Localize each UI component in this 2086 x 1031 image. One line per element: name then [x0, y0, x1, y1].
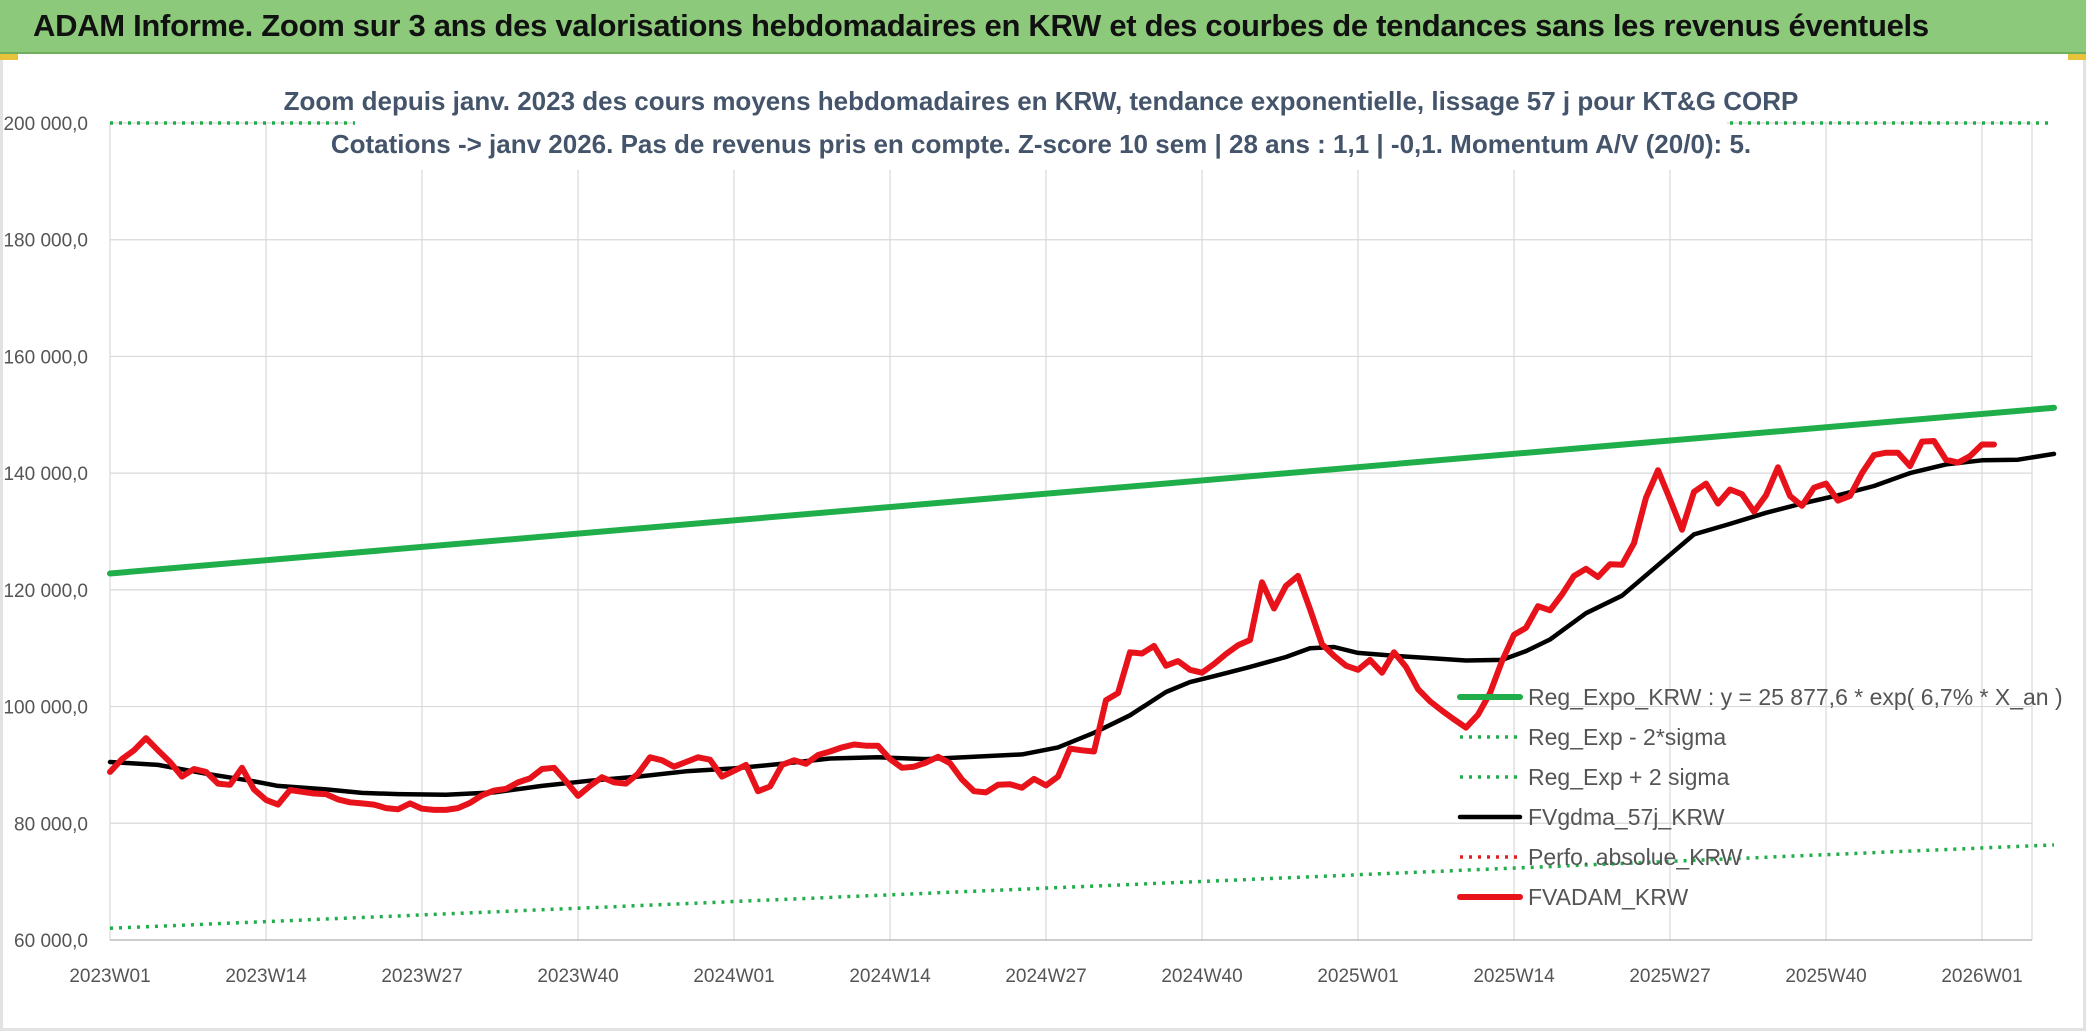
y-tick-label: 140 000,0: [3, 464, 88, 485]
x-tick-label: 2023W27: [381, 966, 462, 987]
x-tick-label: 2025W14: [1473, 966, 1555, 987]
x-tick-label: 2025W27: [1629, 966, 1710, 987]
x-tick-label: 2024W40: [1161, 966, 1242, 987]
chart-axis-ticks: 60 000,0 80 000,0 100 000,0 120 000,0 140 00…: [3, 114, 2022, 987]
report-title: ADAM Informe. Zoom sur 3 ans des valoris…: [33, 8, 1929, 43]
y-tick-label: 160 000,0: [3, 347, 88, 368]
x-tick-label: 2026W01: [1941, 966, 2022, 987]
chart-subtitle-line-1: Zoom depuis janv. 2023 des cours moyens …: [284, 86, 1799, 116]
chart-legend: Reg_Expo_KRW : y = 25 877,6 * exp( 6,7% …: [1457, 684, 2063, 910]
report-header: ADAM Informe. Zoom sur 3 ans des valoris…: [0, 0, 2086, 54]
x-tick-label: 2023W14: [225, 966, 307, 987]
legend-entry-label: Reg_Exp + 2 sigma: [1528, 764, 1730, 790]
x-tick-label: 2025W01: [1317, 966, 1398, 987]
x-tick-label: 2023W01: [69, 966, 150, 987]
legend-entry-label: FVgdma_57j_KRW: [1528, 804, 1725, 830]
x-tick-label: 2024W27: [1005, 966, 1086, 987]
legend-entry-label: Perfo. absolue_KRW: [1528, 844, 1743, 870]
series-reg-exp-2-sigma: [109, 843, 2055, 931]
series-reg-expo-krw: [107, 404, 2057, 577]
x-tick-label: 2023W40: [537, 966, 618, 987]
corner-accent-right: [2068, 54, 2086, 60]
x-tick-label: 2025W40: [1785, 966, 1866, 987]
y-tick-label: 80 000,0: [14, 814, 88, 835]
series-fvadam-krw: [107, 438, 1997, 813]
y-tick-label: 180 000,0: [3, 231, 88, 252]
y-tick-label: 60 000,0: [14, 931, 88, 952]
chart-subtitle-line-2: Cotations -> janv 2026. Pas de revenus p…: [331, 129, 1751, 159]
y-tick-label: 200 000,0: [3, 114, 88, 135]
legend-entry-label: Reg_Exp - 2*sigma: [1528, 724, 1726, 750]
legend-entry-label: FVADAM_KRW: [1528, 884, 1688, 910]
legend-entry-label: Reg_Expo_KRW : y = 25 877,6 * exp( 6,7% …: [1528, 684, 2063, 710]
x-tick-label: 2024W01: [693, 966, 774, 987]
x-tick-label: 2024W14: [849, 966, 931, 987]
y-tick-label: 100 000,0: [3, 698, 88, 719]
chart-gridlines: [109, 122, 2033, 941]
subtitle-background: [355, 82, 1727, 170]
series-fvgdma-57j-krw: [107, 451, 2057, 797]
y-tick-label: 120 000,0: [3, 581, 88, 602]
corner-accent-left: [0, 54, 18, 60]
chart-series: [107, 121, 2057, 931]
